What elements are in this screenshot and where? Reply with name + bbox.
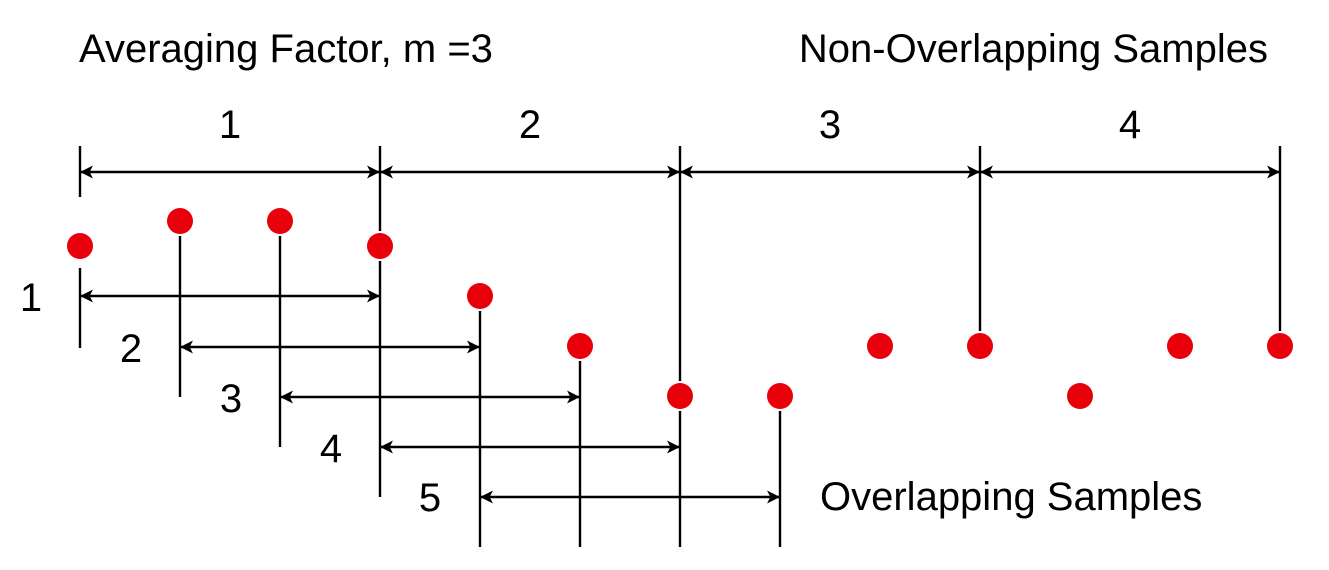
sample-point [867, 333, 893, 359]
sample-point [267, 208, 293, 234]
sample-point [767, 383, 793, 409]
non-overlapping-title: Non-Overlapping Samples [799, 27, 1268, 71]
sample-point [67, 233, 93, 259]
sample-point [567, 333, 593, 359]
sample-point [967, 333, 993, 359]
sample-point [1267, 333, 1293, 359]
overlapping-intervals: 1 2 3 4 5 [20, 236, 782, 547]
non-overlap-interval-label: 2 [519, 103, 541, 147]
sample-point [1167, 333, 1193, 359]
overlap-interval-label: 1 [20, 276, 42, 320]
sample-point [367, 233, 393, 259]
averaging-factor-title: Averaging Factor, m =3 [79, 27, 493, 71]
non-overlap-interval-label: 4 [1119, 103, 1141, 147]
sample-point [467, 283, 493, 309]
sample-point [1067, 383, 1093, 409]
overlap-interval-label: 2 [120, 327, 142, 371]
overlap-interval-label: 3 [220, 377, 242, 421]
overlap-interval-label: 4 [320, 427, 342, 471]
sample-points [67, 208, 1293, 409]
sample-point [167, 208, 193, 234]
non-overlap-interval-label: 1 [219, 103, 241, 147]
non-overlapping-intervals: 1 2 3 4 [78, 103, 1282, 381]
sample-point [667, 383, 693, 409]
overlap-interval-label: 5 [419, 476, 441, 520]
overlapping-title: Overlapping Samples [820, 475, 1202, 519]
non-overlap-interval-label: 3 [819, 103, 841, 147]
